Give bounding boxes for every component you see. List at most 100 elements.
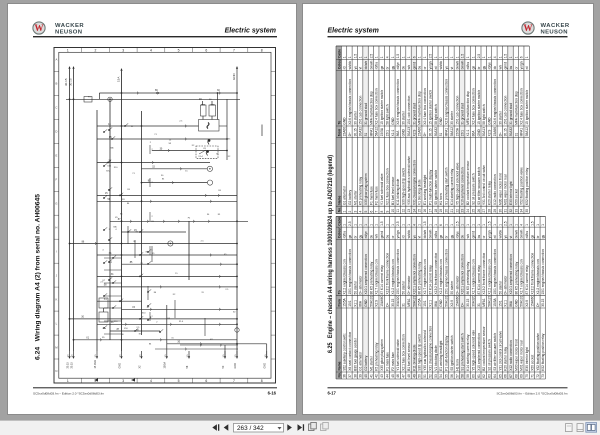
- svg-text:25: 25: [471, 209, 475, 213]
- svg-text:X1:7 engine/chassis con: X1:7 engine/chassis con: [423, 259, 427, 294]
- svg-text:X13:2 front frame connection: X13:2 front frame connection: [433, 253, 437, 295]
- svg-text:S3 air filter vacuum switch: S3 air filter vacuum switch: [492, 333, 496, 371]
- svg-text:46: 46: [396, 374, 400, 378]
- svg-text:15: 15: [169, 140, 172, 142]
- svg-text:wh: wh: [374, 234, 378, 238]
- svg-text:MFA multi-function disp: MFA multi-function disp: [466, 91, 470, 125]
- svg-text:4: 4: [150, 48, 152, 52]
- svg-text:or: or: [423, 66, 427, 70]
- svg-text:24: 24: [466, 209, 470, 213]
- svg-text:19: 19: [439, 209, 443, 213]
- svg-text:ye: ye: [503, 235, 507, 239]
- svg-text:1: 1: [476, 224, 480, 226]
- svg-text:34: 34: [519, 209, 523, 213]
- svg-text:6: 6: [205, 48, 207, 52]
- svg-text:wh/bk: wh/bk: [498, 230, 502, 239]
- svg-text:G: G: [55, 202, 57, 206]
- svg-text:rd/ye: rd/ye: [487, 62, 491, 69]
- svg-text:20: 20: [444, 209, 448, 213]
- svg-text:Y1: Y1: [154, 134, 157, 136]
- svg-text:X2:4 fuse box connection: X2:4 fuse box connection: [471, 88, 475, 125]
- svg-text:86: 86: [216, 153, 219, 155]
- svg-text:3: 3: [122, 48, 124, 52]
- svg-text:2: 2: [152, 216, 154, 218]
- svg-text:8: 8: [261, 48, 263, 52]
- svg-text:X13:2 front frame connection: X13:2 front frame connection: [482, 253, 486, 295]
- svg-text:rd: rd: [433, 66, 437, 69]
- svg-text:X1: X1: [104, 298, 108, 301]
- svg-text:15: 15: [108, 123, 111, 126]
- svg-text:gy: gy: [482, 66, 486, 70]
- svg-text:D+: D+: [347, 132, 351, 136]
- svg-text:73: 73: [541, 374, 545, 378]
- svg-text:31: 31: [151, 221, 154, 223]
- svg-text:M30 wiper motor front: M30 wiper motor front: [498, 173, 502, 205]
- svg-text:K7: K7: [103, 280, 106, 282]
- svg-text:X30 glow plug system: X30 glow plug system: [364, 173, 368, 205]
- svg-text:50A131: 50A131: [444, 295, 448, 306]
- svg-text:No.: No.: [337, 372, 341, 377]
- svg-text:rd/bu: rd/bu: [433, 231, 437, 239]
- svg-text:bu: bu: [417, 66, 421, 70]
- svg-text:15 ignition starter switch: 15 ignition starter switch: [428, 90, 432, 125]
- svg-text:br: br: [476, 66, 480, 70]
- svg-text:bk: bk: [401, 66, 405, 70]
- svg-text:2.5: 2.5: [179, 121, 183, 123]
- svg-text:S3: S3: [167, 318, 170, 320]
- svg-text:7: 7: [374, 211, 378, 213]
- svg-text:GND: GND: [487, 117, 491, 125]
- svg-text:86A: 86A: [471, 130, 475, 137]
- svg-text:F2 main fuse: F2 main fuse: [374, 186, 378, 205]
- svg-text:15/5A: 15/5A: [380, 127, 384, 136]
- svg-text:58A12: 58A12: [449, 127, 453, 137]
- svg-text:1: 1: [390, 56, 394, 58]
- svg-text:X10:1 amphenol connection: X10:1 amphenol connection: [364, 254, 368, 294]
- svg-text:1: 1: [364, 56, 368, 58]
- svg-text:S3: S3: [218, 190, 221, 192]
- svg-text:D+: D+: [498, 132, 502, 136]
- svg-text:SC5xx0d08d03.fm – Edition 2.0: SC5xx0d08d03.fm – Edition 2.0 *SC5xx0d08…: [33, 392, 104, 396]
- svg-text:15A: 15A: [117, 77, 121, 82]
- svg-text:15A660: 15A660: [530, 295, 534, 306]
- svg-text:58: 58: [186, 365, 189, 368]
- svg-text:15A660: 15A660: [455, 295, 459, 306]
- svg-text:rd/ye: rd/ye: [364, 231, 368, 238]
- svg-text:X1:1: X1:1: [390, 130, 394, 137]
- svg-text:1: 1: [390, 224, 394, 226]
- svg-text:2: 2: [152, 182, 154, 184]
- svg-text:F2 main fuse: F2 main fuse: [390, 352, 394, 371]
- svg-text:wh: wh: [466, 234, 470, 238]
- svg-text:1: 1: [406, 56, 410, 58]
- svg-text:S30 high-speed tip switch: S30 high-speed tip switch: [417, 334, 421, 371]
- svg-text:K20 starter relay: K20 starter relay: [487, 181, 491, 205]
- svg-text:72: 72: [535, 374, 539, 378]
- svg-text:Y30 aux hydraulics solenoid: Y30 aux hydraulics solenoid: [423, 330, 427, 371]
- svg-text:gn: gn: [471, 66, 475, 70]
- svg-text:rd/bu: rd/bu: [466, 62, 470, 70]
- svg-text:X1: X1: [111, 273, 115, 276]
- svg-text:3: 3: [122, 379, 124, 383]
- svg-text:Cable: Cable: [337, 49, 341, 58]
- svg-text:31: 31: [476, 303, 480, 307]
- svg-text:31: 31: [503, 209, 507, 213]
- svg-text:2.5: 2.5: [347, 221, 351, 226]
- svg-text:87: 87: [118, 218, 121, 221]
- svg-text:86: 86: [154, 292, 157, 294]
- svg-text:wh: wh: [498, 65, 502, 69]
- svg-text:85: 85: [146, 251, 149, 253]
- svg-text:86A: 86A: [358, 300, 362, 307]
- svg-text:B2 coolant temperature sensor: B2 coolant temperature sensor: [466, 160, 470, 205]
- svg-text:D+: D+: [385, 302, 389, 306]
- svg-text:A: A: [55, 58, 57, 62]
- svg-text:bk/wh: bk/wh: [423, 230, 427, 239]
- svg-text:X1:1: X1:1: [503, 300, 507, 307]
- svg-text:30 starter: 30 starter: [401, 110, 405, 125]
- svg-text:No.: No.: [337, 207, 341, 212]
- svg-text:Electric system: Electric system: [225, 28, 276, 35]
- svg-text:1: 1: [482, 224, 486, 226]
- svg-text:X10: X10: [114, 167, 119, 169]
- svg-text:39: 39: [358, 374, 362, 378]
- svg-text:4: 4: [150, 379, 152, 383]
- svg-text:15A66: 15A66: [417, 127, 421, 137]
- svg-text:50A13: 50A13: [406, 127, 410, 137]
